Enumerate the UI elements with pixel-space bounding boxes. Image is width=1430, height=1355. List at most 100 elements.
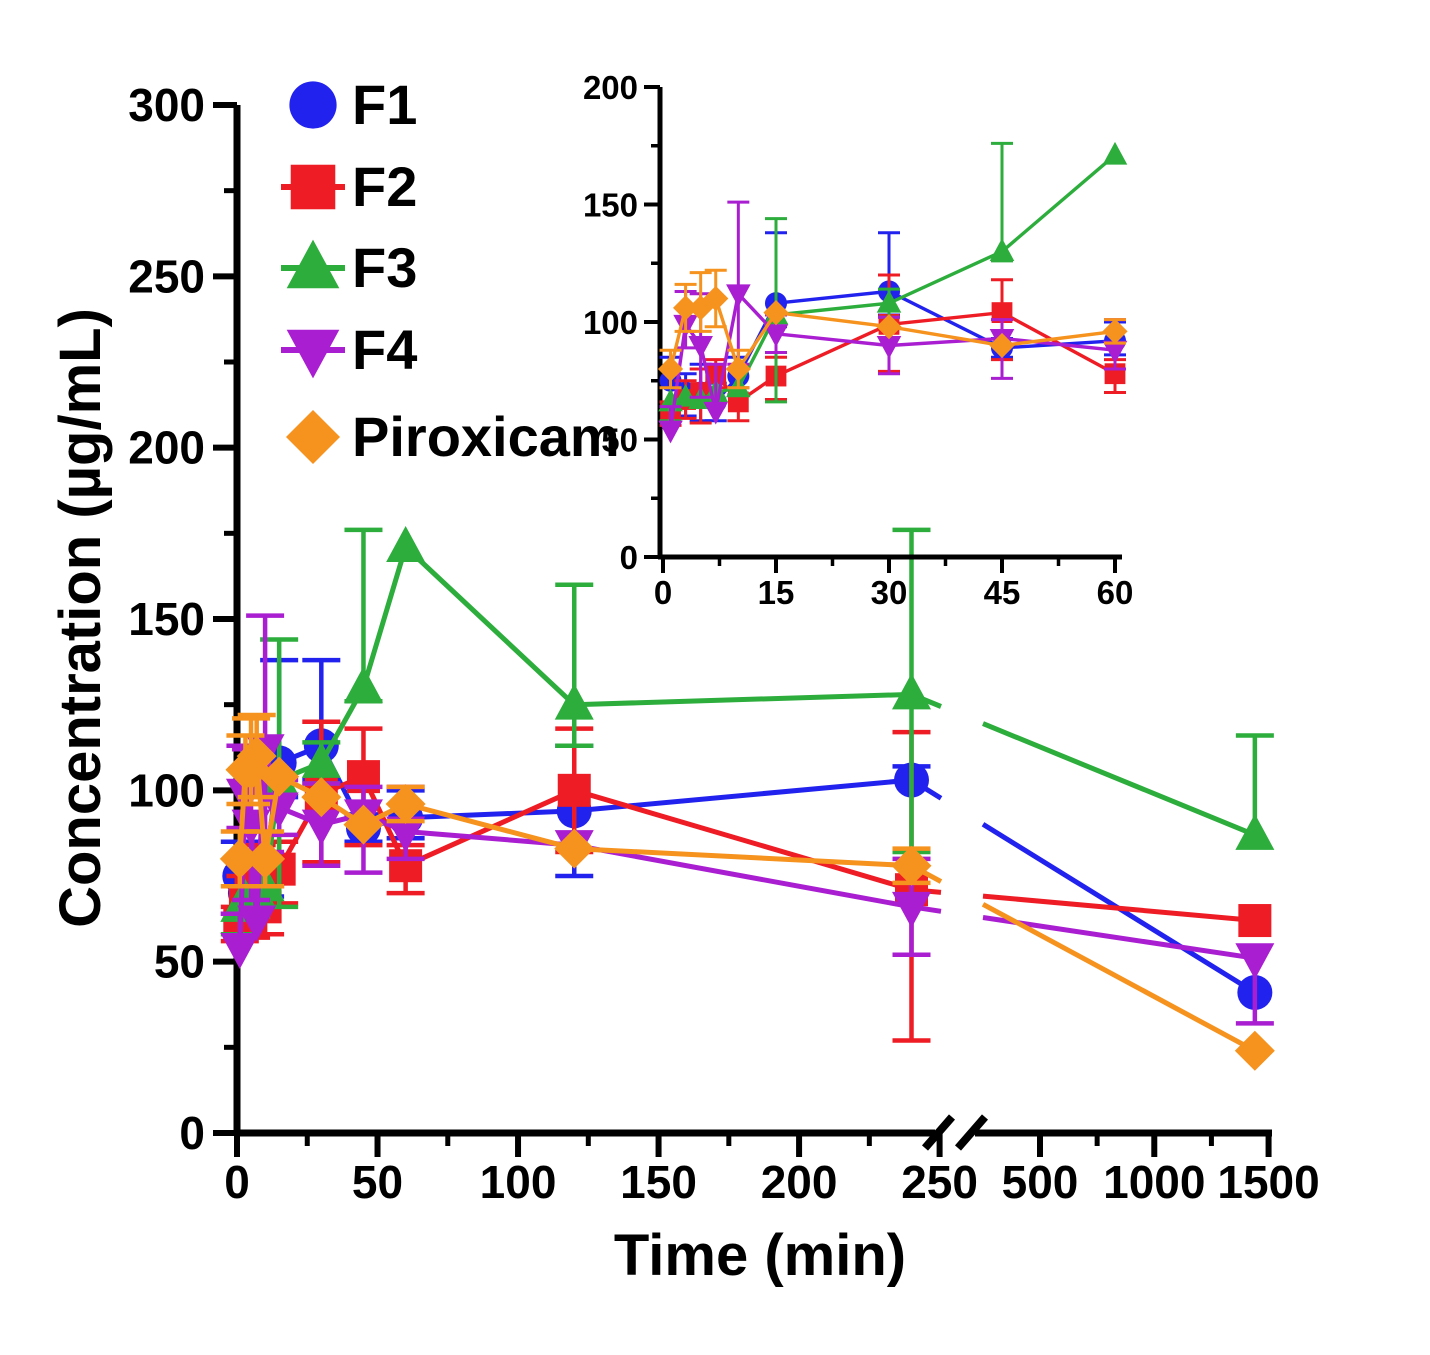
- inset-y-tick-label: 100: [583, 304, 638, 341]
- data-point-F4: [1235, 943, 1275, 980]
- data-point-F3: [891, 673, 931, 710]
- legend-item-F2: F2: [281, 155, 417, 218]
- data-point-Piroxicam: [1102, 318, 1128, 344]
- data-point-Piroxicam: [876, 314, 902, 340]
- legend: F1 F2 F3 F4 Piroxicam: [281, 73, 620, 468]
- data-point-F4: [1102, 340, 1128, 364]
- data-point-F3: [989, 238, 1015, 261]
- data-point-Piroxicam: [301, 777, 342, 818]
- data-point-F4: [237, 905, 277, 942]
- data-point-Piroxicam: [891, 845, 932, 886]
- data-point-F4: [688, 336, 713, 359]
- legend-item-F3: F3: [281, 236, 417, 299]
- legend-marker-Piroxicam: [286, 410, 340, 464]
- series-F1: [220, 657, 1273, 1011]
- x-tick-label: 500: [1002, 1156, 1079, 1208]
- main-plot: [219, 526, 1275, 1071]
- inset-y-tick-label: 150: [583, 187, 638, 224]
- legend-item-Piroxicam: Piroxicam: [286, 405, 620, 468]
- series-Piroxicam: [657, 268, 1128, 390]
- data-point-F3: [876, 289, 902, 313]
- legend-marker-F3: [286, 239, 340, 289]
- x-tick-label: 50: [352, 1156, 403, 1208]
- inset-x-tick-label: 15: [758, 574, 795, 611]
- series-Piroxicam: [219, 712, 1275, 1071]
- markers-F3: [220, 526, 1275, 922]
- y-tick-label: 0: [179, 1107, 205, 1159]
- data-point-F2: [1238, 904, 1272, 938]
- inset-x-tick-label: 60: [1097, 574, 1134, 611]
- data-point-Piroxicam: [385, 784, 426, 825]
- x-tick-label: 0: [224, 1156, 250, 1208]
- data-point-F4: [658, 420, 683, 444]
- inset-x-tick-label: 45: [984, 574, 1021, 611]
- data-point-F4: [891, 891, 931, 928]
- data-point-F4: [259, 792, 299, 829]
- legend-label-F4: F4: [352, 318, 417, 381]
- inset-y-tick-label: 50: [601, 422, 638, 459]
- legend-marker-F1: [289, 81, 337, 129]
- data-point-F3: [554, 683, 594, 720]
- data-point-F4: [763, 324, 789, 347]
- y-tick-label: 50: [154, 936, 205, 988]
- data-point-Piroxicam: [763, 300, 789, 326]
- y-axis-title: Concentration (µg/mL): [48, 308, 113, 928]
- x-tick-label: 200: [761, 1156, 838, 1208]
- inset-x-tick-label: 0: [654, 574, 672, 611]
- data-point-F3: [1235, 813, 1275, 850]
- axis-break-slash: [921, 1114, 956, 1151]
- x-tick-label: 150: [620, 1156, 697, 1208]
- data-point-F3: [301, 741, 341, 778]
- inset-axes: 0 50 100 150 200 0 15 30 45 60: [583, 69, 1133, 611]
- data-point-Piroxicam: [1234, 1030, 1275, 1071]
- inset-plot: [657, 141, 1128, 444]
- data-point-Piroxicam: [245, 838, 286, 879]
- y-tick-label: 200: [128, 422, 205, 474]
- x-tick-label: 1500: [1217, 1156, 1319, 1208]
- inset-y-tick-label: 200: [583, 69, 638, 106]
- data-point-F3: [343, 666, 383, 703]
- inset-x-tick-label: 30: [871, 574, 908, 611]
- data-point-F4: [703, 401, 729, 425]
- data-point-Piroxicam: [219, 838, 260, 879]
- legend-item-F1: F1: [289, 73, 417, 136]
- data-point-F2: [557, 773, 591, 807]
- data-point-Piroxicam: [657, 356, 684, 382]
- data-point-F4: [386, 816, 426, 853]
- legend-marker-F2: [290, 164, 336, 210]
- legend-item-F4: F4: [281, 318, 417, 381]
- y-tick-label: 300: [128, 79, 205, 131]
- data-point-Piroxicam: [989, 332, 1015, 359]
- x-axis-title: Time (min): [614, 1223, 906, 1288]
- legend-label-F3: F3: [352, 236, 417, 299]
- data-point-Piroxicam: [236, 736, 277, 777]
- markers-Piroxicam: [219, 736, 1275, 1071]
- data-point-F3: [1102, 141, 1128, 165]
- legend-label-Piroxicam: Piroxicam: [352, 405, 620, 468]
- data-point-F4: [301, 809, 341, 846]
- data-point-Piroxicam: [703, 285, 729, 312]
- markers-Piroxicam: [657, 285, 1128, 382]
- legend-label-F2: F2: [352, 155, 417, 218]
- x-tick-label: 250: [901, 1156, 978, 1208]
- data-point-F4: [726, 284, 751, 308]
- data-point-Piroxicam: [259, 756, 300, 797]
- inset-y-tick-label: 0: [620, 539, 638, 576]
- data-point-F3: [386, 526, 426, 563]
- data-point-Piroxicam: [725, 356, 751, 382]
- x-tick-label: 1000: [1103, 1156, 1205, 1208]
- data-point-F4: [220, 932, 260, 969]
- series-F2: [220, 719, 1272, 1043]
- data-point-Piroxicam: [554, 828, 595, 869]
- x-tick-label: 100: [480, 1156, 557, 1208]
- y-tick-label: 100: [128, 764, 205, 816]
- legend-marker-F4: [286, 329, 340, 379]
- data-point-Piroxicam: [672, 295, 699, 321]
- y-tick-label: 250: [128, 250, 205, 302]
- y-tick-label: 150: [128, 593, 205, 645]
- data-point-F3: [673, 383, 698, 407]
- axis-break-slash: [954, 1114, 989, 1151]
